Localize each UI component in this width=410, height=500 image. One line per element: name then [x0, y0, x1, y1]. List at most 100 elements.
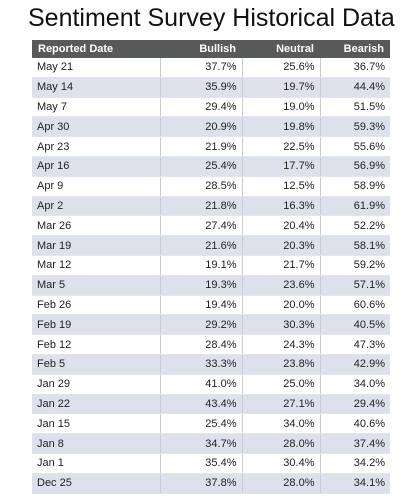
- table-row: Feb 5 33.3% 23.8% 42.9%: [32, 354, 390, 375]
- percent-cell: 20.3%: [241, 235, 320, 256]
- percent-cell: 30.4%: [241, 453, 320, 474]
- percent-cell: 36.7%: [319, 58, 390, 78]
- percent-cell: 25.4%: [159, 156, 242, 177]
- date-cell: Apr 30: [32, 116, 160, 138]
- table-row: Mar 19 21.6% 20.3% 58.1%: [32, 235, 390, 256]
- percent-cell: 59.3%: [319, 116, 390, 138]
- percent-cell: 60.6%: [319, 295, 390, 316]
- date-cell: Apr 16: [32, 156, 160, 177]
- percent-cell: 25.6%: [241, 58, 320, 78]
- percent-cell: 28.5%: [159, 176, 242, 197]
- percent-cell: 21.9%: [159, 136, 242, 157]
- percent-cell: 40.5%: [319, 314, 390, 336]
- percent-cell: 34.0%: [241, 413, 320, 435]
- percent-cell: 41.0%: [159, 374, 242, 395]
- percent-cell: 28.4%: [159, 334, 242, 355]
- percent-cell: 37.4%: [319, 433, 390, 454]
- percent-cell: 34.1%: [319, 473, 390, 494]
- percent-cell: 43.4%: [159, 394, 242, 415]
- table-row: Apr 9 28.5% 12.5% 58.9%: [32, 176, 390, 197]
- date-cell: Feb 19: [32, 314, 160, 336]
- table-row: Jan 22 43.4% 27.1% 29.4%: [32, 394, 390, 415]
- percent-cell: 40.6%: [319, 413, 390, 435]
- table-row: Jan 1 35.4% 30.4% 34.2%: [32, 453, 390, 474]
- percent-cell: 58.9%: [319, 176, 390, 197]
- percent-cell: 19.8%: [241, 116, 320, 138]
- percent-cell: 44.4%: [319, 77, 390, 98]
- table-row: May 14 35.9% 19.7% 44.4%: [32, 77, 390, 98]
- column-header: Neutral: [242, 40, 320, 58]
- percent-cell: 24.3%: [241, 334, 320, 355]
- table-row: May 21 37.7% 25.6% 36.7%: [32, 58, 390, 78]
- percent-cell: 20.4%: [241, 215, 320, 237]
- date-cell: Apr 9: [32, 176, 160, 197]
- column-header: Bearish: [320, 40, 390, 58]
- percent-cell: 52.2%: [319, 215, 390, 237]
- table-row: Apr 16 25.4% 17.7% 56.9%: [32, 156, 390, 177]
- table-row: Jan 15 25.4% 34.0% 40.6%: [32, 413, 390, 435]
- percent-cell: 27.1%: [241, 394, 320, 415]
- percent-cell: 19.1%: [159, 255, 242, 276]
- table-row: Feb 26 19.4% 20.0% 60.6%: [32, 295, 390, 316]
- table-row: Feb 12 28.4% 24.3% 47.3%: [32, 334, 390, 355]
- percent-cell: 28.0%: [241, 473, 320, 494]
- percent-cell: 57.1%: [319, 275, 390, 296]
- percent-cell: 17.7%: [241, 156, 320, 177]
- date-cell: Jan 1: [32, 453, 160, 474]
- percent-cell: 35.4%: [159, 453, 242, 474]
- table-row: Mar 26 27.4% 20.4% 52.2%: [32, 215, 390, 237]
- table-row: Mar 12 19.1% 21.7% 59.2%: [32, 255, 390, 276]
- percent-cell: 34.2%: [319, 453, 390, 474]
- percent-cell: 58.1%: [319, 235, 390, 256]
- header-row: Reported Date Bullish Neutral Bearish: [32, 40, 390, 58]
- date-cell: Jan 22: [32, 394, 160, 415]
- table-row: Dec 25 37.8% 28.0% 34.1%: [32, 473, 390, 494]
- percent-cell: 37.8%: [159, 473, 242, 494]
- table-row: Jan 29 41.0% 25.0% 34.0%: [32, 374, 390, 395]
- percent-cell: 34.7%: [159, 433, 242, 454]
- date-cell: Mar 19: [32, 235, 160, 256]
- percent-cell: 23.6%: [241, 275, 320, 296]
- date-cell: Apr 23: [32, 136, 160, 157]
- percent-cell: 20.9%: [159, 116, 242, 138]
- percent-cell: 16.3%: [241, 196, 320, 217]
- column-header: Bullish: [160, 40, 242, 58]
- date-cell: Mar 12: [32, 255, 160, 276]
- percent-cell: 21.6%: [159, 235, 242, 256]
- table-row: Jan 8 34.7% 28.0% 37.4%: [32, 433, 390, 454]
- table-body: May 21 37.7% 25.6% 36.7% May 14 35.9% 19.7% 44.…: [32, 58, 390, 494]
- percent-cell: 29.4%: [319, 394, 390, 415]
- percent-cell: 35.9%: [159, 77, 242, 98]
- date-cell: Feb 12: [32, 334, 160, 355]
- percent-cell: 61.9%: [319, 196, 390, 217]
- table-row: Apr 30 20.9% 19.8% 59.3%: [32, 116, 390, 138]
- percent-cell: 12.5%: [241, 176, 320, 197]
- percent-cell: 20.0%: [241, 295, 320, 316]
- percent-cell: 25.0%: [241, 374, 320, 395]
- percent-cell: 23.8%: [241, 354, 320, 375]
- date-cell: Jan 29: [32, 374, 160, 395]
- percent-cell: 19.7%: [241, 77, 320, 98]
- date-cell: Feb 26: [32, 295, 160, 316]
- percent-cell: 22.5%: [241, 136, 320, 157]
- percent-cell: 27.4%: [159, 215, 242, 237]
- percent-cell: 29.2%: [159, 314, 242, 336]
- percent-cell: 59.2%: [319, 255, 390, 276]
- data-table: Reported Date Bullish Neutral Bearish May 2…: [32, 40, 390, 494]
- table-row: Mar 5 19.3% 23.6% 57.1%: [32, 275, 390, 296]
- percent-cell: 51.5%: [319, 97, 390, 118]
- percent-cell: 21.7%: [241, 255, 320, 276]
- percent-cell: 25.4%: [159, 413, 242, 435]
- percent-cell: 56.9%: [319, 156, 390, 177]
- percent-cell: 28.0%: [241, 433, 320, 454]
- date-cell: Mar 26: [32, 215, 160, 237]
- percent-cell: 30.3%: [241, 314, 320, 336]
- date-cell: Jan 15: [32, 413, 160, 435]
- percent-cell: 34.0%: [319, 374, 390, 395]
- date-cell: Feb 5: [32, 354, 160, 375]
- percent-cell: 42.9%: [319, 354, 390, 375]
- percent-cell: 33.3%: [159, 354, 242, 375]
- percent-cell: 47.3%: [319, 334, 390, 355]
- date-cell: Jan 8: [32, 433, 160, 454]
